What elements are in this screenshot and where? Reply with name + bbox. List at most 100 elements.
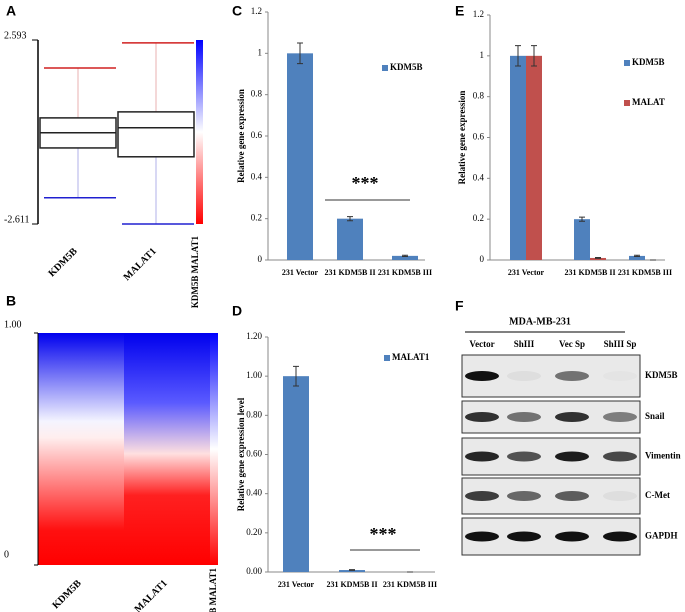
y-tick-label: 0.2 — [473, 213, 484, 223]
blot-band — [465, 371, 499, 381]
x-tick-label: 231 KDM5B III — [378, 268, 432, 277]
x-tick-label: MALAT1 — [133, 578, 170, 612]
y-tick-label: 0.2 — [251, 213, 262, 223]
panel-letter: F — [455, 298, 464, 314]
blot-band — [507, 451, 541, 462]
y-tick-label: 0.00 — [246, 566, 262, 576]
error-bar — [595, 257, 601, 259]
y-axis-label: Relative gene expression — [457, 91, 467, 185]
y-tick-label: 0 — [4, 549, 9, 560]
y-tick-label: 2.593 — [4, 30, 27, 41]
blot-band — [507, 531, 541, 542]
blot-band — [603, 412, 637, 422]
blot-band — [555, 412, 589, 422]
color-bar — [196, 40, 203, 224]
x-tick-label: 231 Vector — [282, 268, 319, 277]
y-tick-label: 0.4 — [251, 171, 263, 181]
x-tick-label: 231 KDM5B III — [618, 268, 672, 277]
blot-band — [555, 491, 589, 501]
legend-swatch — [624, 100, 630, 106]
error-bar — [579, 216, 585, 222]
x-tick-label: 231 KDM5B II — [324, 268, 375, 277]
blot-band — [603, 491, 637, 501]
y-tick-label: 0.4 — [473, 172, 485, 182]
y-tick-label: 0.60 — [246, 449, 262, 459]
bar — [337, 218, 363, 260]
y-tick-label: 1.2 — [473, 9, 484, 19]
bar — [526, 55, 542, 261]
box — [117, 111, 195, 158]
y-tick-label: 0.6 — [251, 130, 263, 140]
y-tick-label: 1.00 — [246, 370, 262, 380]
y-tick-label: 0.8 — [473, 91, 485, 101]
blot-band — [465, 412, 499, 422]
protein-label: KDM5B — [645, 370, 678, 380]
y-tick-label: 0.80 — [246, 409, 262, 419]
blot-band — [555, 451, 589, 462]
legend-swatch — [382, 65, 388, 71]
x-tick-label: 231 Vector — [508, 268, 545, 277]
heatmap-column — [124, 333, 210, 565]
error-bar — [293, 365, 299, 387]
y-tick-label: 1 — [258, 47, 263, 57]
legend-label: MALAT — [632, 97, 665, 107]
panel-letter: C — [232, 3, 242, 19]
error-bar — [297, 42, 303, 65]
x-tick-label: MALAT1 — [122, 246, 159, 283]
blot-title: MDA-MB-231 — [509, 316, 571, 327]
lane-label: Vector — [469, 339, 494, 349]
panel-letter: B — [6, 293, 16, 309]
error-bar — [402, 254, 408, 257]
y-tick-label: 1 — [480, 50, 485, 60]
x-tick-label: KDM5B MALAT1 — [208, 568, 218, 612]
error-bar — [531, 45, 537, 67]
blot-band — [465, 451, 499, 462]
blot-band — [507, 491, 541, 501]
blot-band — [603, 531, 637, 542]
y-axis-label: Relative gene expression level — [236, 397, 246, 511]
bar — [629, 255, 645, 260]
x-tick-label: KDM5B MALAT1 — [190, 236, 200, 309]
legend-label: KDM5B — [390, 62, 423, 72]
bar — [510, 55, 526, 261]
blot-band — [603, 371, 637, 381]
y-tick-label: -2.611 — [4, 214, 29, 225]
error-bar — [515, 45, 521, 67]
bar — [574, 219, 590, 260]
y-tick-label: 0.6 — [473, 132, 485, 142]
legend-swatch — [624, 60, 630, 66]
blot-band — [507, 412, 541, 422]
lane-label: Vec Sp — [559, 339, 585, 349]
protein-label: Vimentin — [645, 451, 681, 461]
legend-label: KDM5B — [632, 57, 665, 67]
color-bar — [210, 333, 218, 565]
panel-letter: A — [6, 3, 16, 19]
x-tick-label: 231 KDM5B II — [326, 580, 377, 589]
bar — [283, 376, 309, 572]
blot-band — [507, 371, 541, 381]
protein-label: C-Met — [645, 490, 670, 500]
panel-letter: D — [232, 303, 242, 319]
lane-label: ShIII Sp — [604, 339, 637, 349]
bar — [339, 570, 365, 572]
y-tick-label: 0 — [258, 254, 263, 264]
error-bar — [347, 216, 353, 222]
y-tick-label: 0.8 — [251, 89, 263, 99]
heatmap-column — [38, 333, 124, 565]
bar — [392, 255, 418, 260]
bar — [287, 53, 313, 261]
panel-letter: E — [455, 3, 464, 19]
y-tick-label: 1.20 — [246, 331, 262, 341]
y-axis-label: Relative gene expression — [236, 89, 246, 183]
error-bar — [634, 254, 640, 258]
x-tick-label: 231 KDM5B II — [564, 268, 615, 277]
y-tick-label: 0.20 — [246, 527, 262, 537]
y-tick-label: 0 — [480, 254, 485, 264]
x-tick-label: 231 Vector — [278, 580, 315, 589]
x-tick-label: KDM5B — [50, 578, 84, 612]
annotation: *** — [370, 524, 397, 544]
legend-label: MALAT1 — [392, 352, 430, 362]
blot-band — [603, 451, 637, 462]
protein-label: Snail — [645, 411, 665, 421]
